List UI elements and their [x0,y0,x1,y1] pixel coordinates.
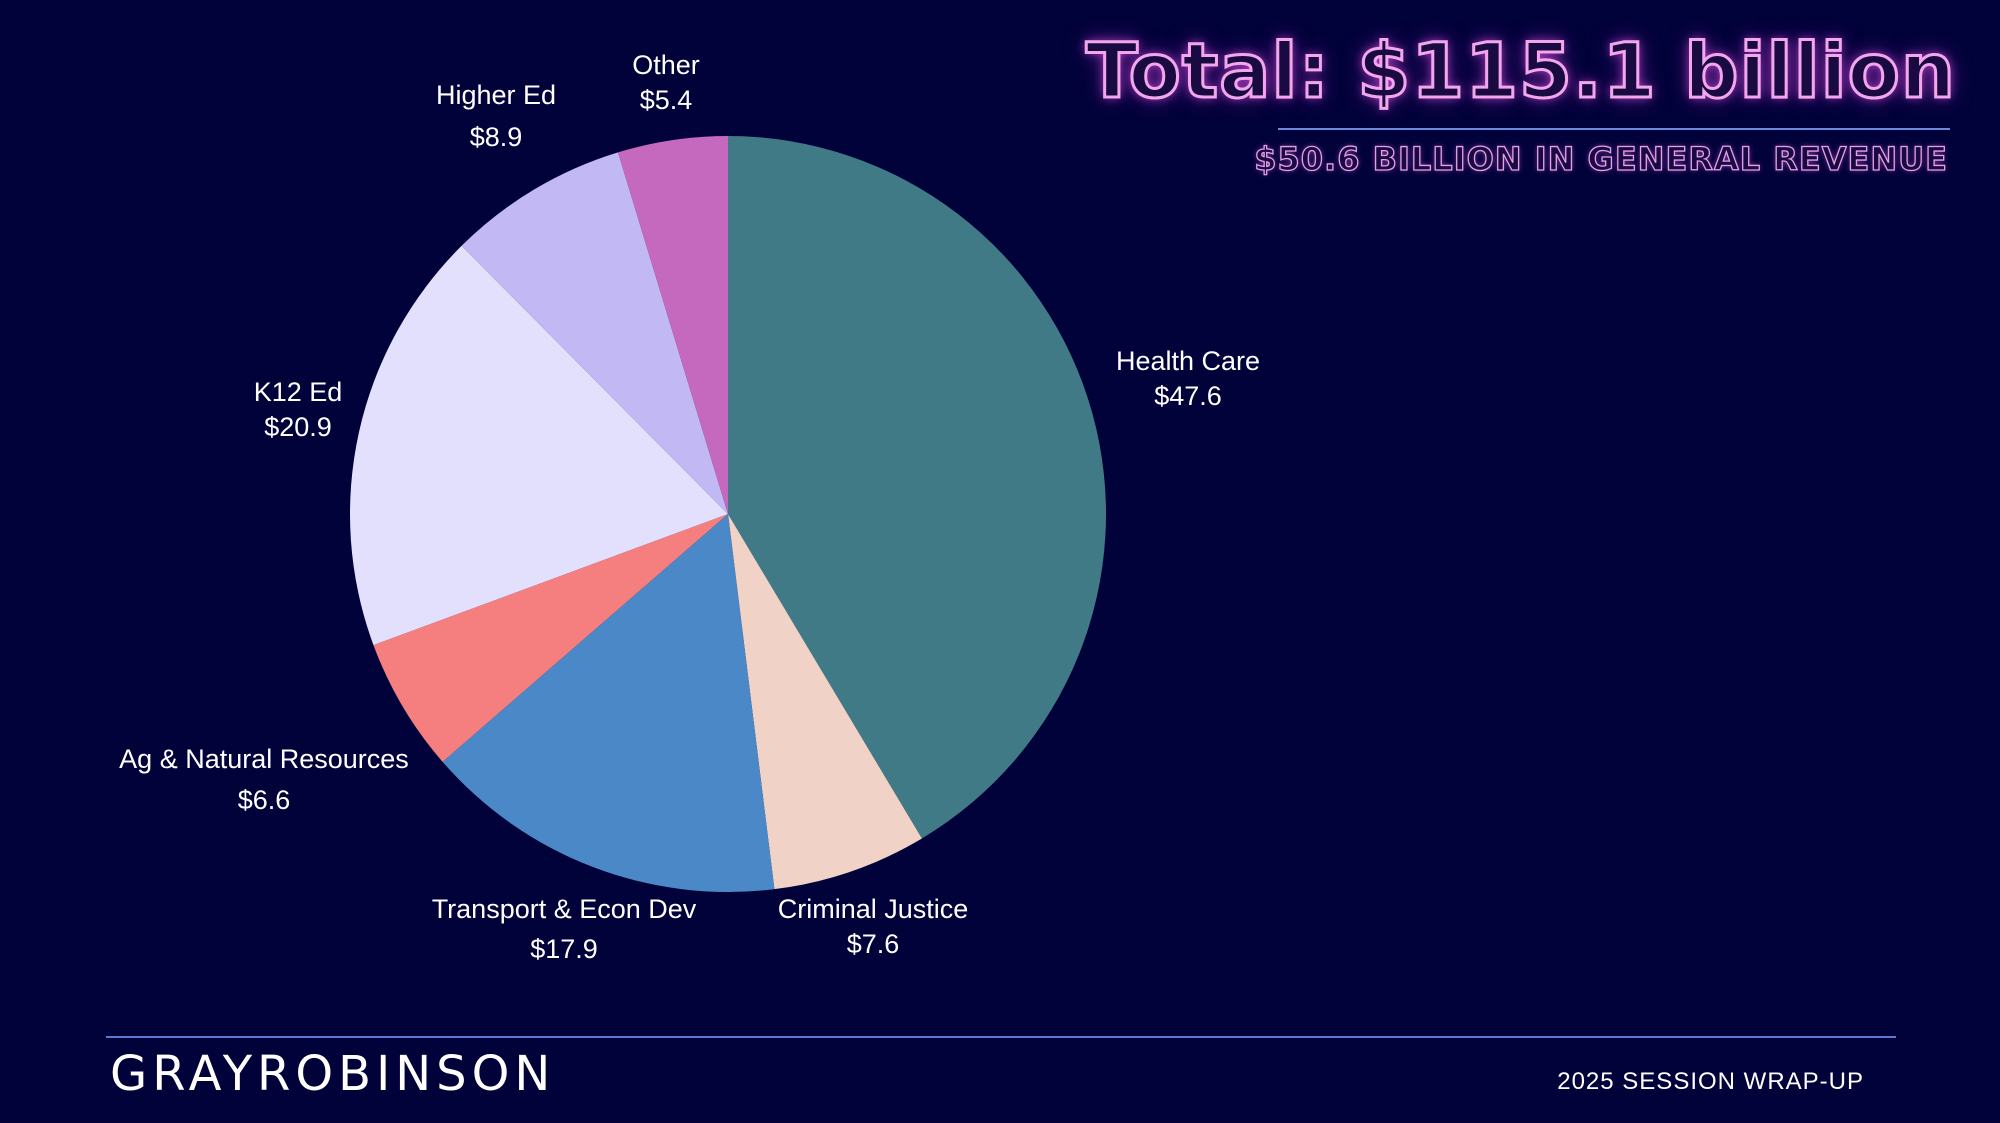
slice-value-label: $5.4 [640,85,693,115]
slice-value-label: $20.9 [264,412,332,442]
brand-logo-text: GRAYROBINSON [110,1046,556,1102]
slice-value-label: $8.9 [470,122,523,152]
slice-category-label: Higher Ed [436,80,556,110]
pie-slice-criminal-justice [728,514,922,890]
slice-category-label: K12 Ed [254,377,343,407]
footer-divider [106,1036,1896,1038]
slice-category-label: Transport & Econ Dev [432,894,697,924]
pie-labels: Health Care $47.6 Criminal Justice $7.6 Tran… [119,50,1260,964]
general-revenue-subtitle: $50.6 BILLION IN GENERAL REVENUE [1254,139,1948,178]
pie-slice-health-care [728,136,1106,839]
slice-value-label: $17.9 [530,934,598,964]
slice-category-label: Ag & Natural Resources [119,744,409,774]
slice-category-label: Health Care [1116,346,1260,376]
slice-value-label: $7.6 [847,929,900,959]
pie-slice-k12-ed [350,245,728,646]
session-caption: 2025 SESSION WRAP-UP [1557,1068,1864,1095]
total-title: Total: $115.1 billion [1084,25,1956,117]
pie-slices [350,136,1106,892]
pie-slice-other [617,136,728,514]
pie-slice-higher-ed [461,152,728,515]
slice-value-label: $6.6 [238,785,291,815]
pie-slice-transport-econ-dev [442,514,775,892]
title-divider [1278,128,1950,130]
pie-slice-ag-natural-resources [373,514,728,762]
slice-category-label: Other [632,50,700,80]
slice-category-label: Criminal Justice [778,894,969,924]
slice-value-label: $47.6 [1154,381,1222,411]
